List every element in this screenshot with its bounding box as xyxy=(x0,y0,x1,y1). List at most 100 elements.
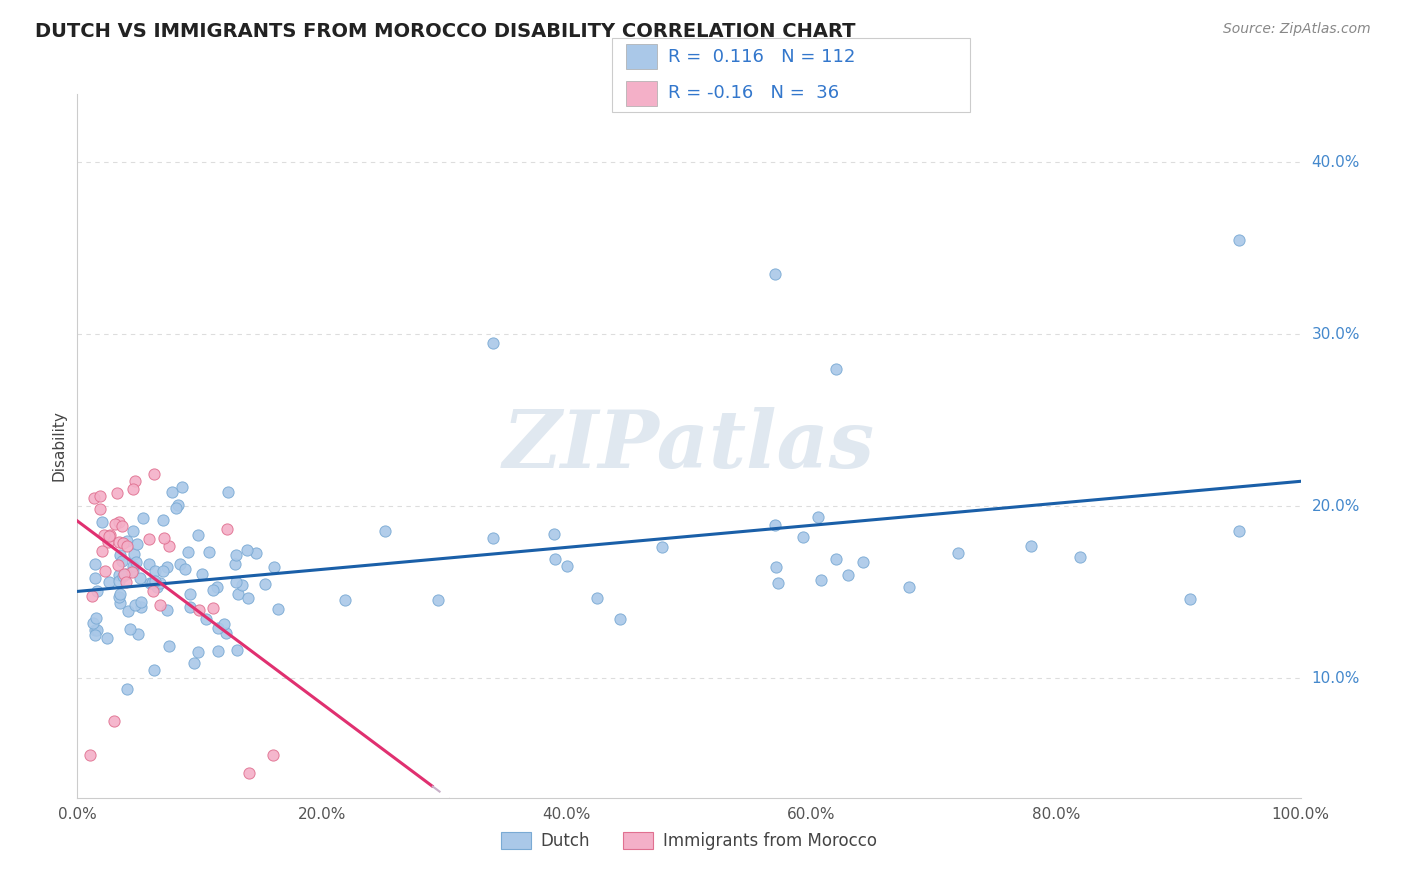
Point xyxy=(143,574,166,589)
Point xyxy=(183,657,205,671)
Point xyxy=(111,554,134,568)
Point xyxy=(139,575,162,590)
Point xyxy=(1229,233,1251,247)
Text: DUTCH VS IMMIGRANTS FROM MOROCCO DISABILITY CORRELATION CHART: DUTCH VS IMMIGRANTS FROM MOROCCO DISABIL… xyxy=(35,22,856,41)
Point xyxy=(146,580,169,594)
Point xyxy=(117,604,139,618)
Point xyxy=(83,491,105,505)
Point xyxy=(118,622,141,636)
Point xyxy=(124,475,146,489)
Point xyxy=(765,559,787,574)
Point xyxy=(89,502,111,516)
Point xyxy=(122,563,145,577)
Point xyxy=(142,663,165,677)
Point xyxy=(188,603,211,617)
Point xyxy=(104,516,127,531)
Point xyxy=(187,645,209,659)
Point xyxy=(121,524,143,538)
Point xyxy=(157,539,180,553)
Point xyxy=(107,515,129,529)
Point xyxy=(128,571,150,585)
Point xyxy=(191,566,214,581)
Point xyxy=(108,590,131,604)
Point xyxy=(225,549,247,563)
Point xyxy=(117,534,139,549)
Text: ZIPatlas: ZIPatlas xyxy=(503,408,875,484)
Point xyxy=(165,500,187,515)
Point xyxy=(946,546,969,560)
Point xyxy=(179,600,201,615)
Point xyxy=(187,528,209,542)
Point xyxy=(202,583,225,598)
Point xyxy=(763,517,786,532)
Point xyxy=(98,528,121,542)
Point xyxy=(111,536,134,550)
Point xyxy=(236,543,259,558)
Point xyxy=(112,569,135,583)
Point xyxy=(115,681,138,696)
Point xyxy=(1180,592,1202,607)
Point xyxy=(142,583,165,598)
Point xyxy=(121,565,143,579)
Point xyxy=(129,595,152,609)
Point xyxy=(111,519,134,533)
Point xyxy=(267,602,290,616)
Point xyxy=(555,559,578,574)
Point xyxy=(215,626,238,640)
Point xyxy=(482,335,505,350)
Point xyxy=(121,482,143,496)
Point xyxy=(115,567,138,582)
Point xyxy=(89,489,111,503)
Point xyxy=(224,557,246,571)
Point xyxy=(1229,524,1251,539)
Point xyxy=(108,548,131,562)
Point xyxy=(217,484,239,499)
Point xyxy=(262,748,284,763)
Point xyxy=(152,531,174,545)
Point xyxy=(108,567,131,582)
Point xyxy=(207,644,229,658)
Point xyxy=(212,616,235,631)
Text: 40.0%: 40.0% xyxy=(1312,155,1360,169)
Point xyxy=(609,612,631,626)
Point xyxy=(174,562,197,576)
Point xyxy=(837,567,859,582)
Point xyxy=(138,533,160,547)
Point xyxy=(482,531,505,545)
Text: 10.0%: 10.0% xyxy=(1312,671,1360,686)
Point xyxy=(170,480,193,494)
Legend: Dutch, Immigrants from Morocco: Dutch, Immigrants from Morocco xyxy=(494,825,884,857)
Point xyxy=(138,557,160,571)
Point xyxy=(97,534,120,549)
Point xyxy=(226,643,249,657)
Point xyxy=(651,541,673,555)
Text: 20.0%: 20.0% xyxy=(1312,499,1360,514)
Point xyxy=(238,765,260,780)
Point xyxy=(86,583,108,598)
Point xyxy=(810,573,832,587)
Text: R = -0.16   N =  36: R = -0.16 N = 36 xyxy=(668,84,839,103)
Text: 30.0%: 30.0% xyxy=(1312,326,1360,342)
Y-axis label: Disability: Disability xyxy=(51,410,66,482)
Point xyxy=(125,537,148,551)
Point xyxy=(156,602,179,616)
Point xyxy=(162,484,184,499)
Point xyxy=(96,631,118,645)
Point xyxy=(198,545,221,559)
Point xyxy=(586,591,609,605)
Point xyxy=(195,612,218,626)
Point xyxy=(108,574,131,589)
Point xyxy=(132,510,155,524)
Point xyxy=(93,528,115,542)
Point xyxy=(544,551,567,566)
Point xyxy=(122,558,145,573)
Point xyxy=(149,598,172,612)
Point xyxy=(157,639,180,653)
Point xyxy=(141,576,163,591)
Text: Source: ZipAtlas.com: Source: ZipAtlas.com xyxy=(1223,22,1371,37)
Point xyxy=(129,600,152,615)
Point xyxy=(108,587,131,601)
Point xyxy=(852,555,875,569)
Point xyxy=(226,587,249,601)
Point xyxy=(374,524,396,539)
